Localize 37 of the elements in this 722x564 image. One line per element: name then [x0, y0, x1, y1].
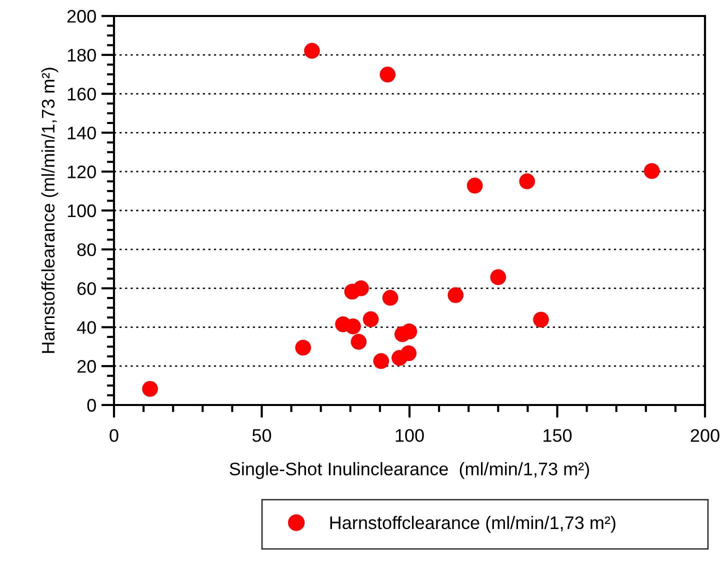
y-axis-title: Harnstoffclearance (ml/min/1,73 m²) [41, 68, 58, 353]
x-tick-label: 0 [110, 429, 118, 442]
x-tick-label: 50 [252, 429, 272, 442]
point [400, 345, 417, 362]
point [466, 178, 483, 194]
y-tick-label: 120 [68, 166, 96, 178]
point [490, 269, 506, 286]
point [519, 173, 536, 190]
point [362, 311, 379, 328]
y-tick-label: 140 [68, 126, 96, 140]
legend-label: Harnstoffclearance (ml/min/1,73 m²) [330, 516, 616, 533]
point [353, 280, 369, 296]
x-axis-title: Single-Shot Inulinclearance (ml/min/1,73 m²) [230, 462, 590, 479]
y-tick-label: 100 [68, 204, 96, 218]
y-tick-label: 40 [76, 321, 96, 334]
x-tick-label: 150 [544, 429, 572, 442]
point [142, 380, 158, 397]
point [350, 334, 367, 350]
y-tick-label: 0 [87, 398, 96, 412]
point [644, 163, 660, 179]
y-tick-label: 160 [68, 88, 96, 101]
point [533, 312, 549, 328]
point [345, 318, 361, 334]
y-tick-label: 80 [77, 243, 96, 256]
point [304, 42, 320, 59]
point [380, 66, 396, 82]
x-tick-label: 100 [396, 429, 424, 442]
y-tick-label: 180 [68, 48, 96, 62]
point [382, 290, 398, 306]
x-tick-label: 200 [690, 429, 720, 442]
y-tick-label: 20 [77, 360, 96, 373]
y-tick-label: 200 [67, 10, 96, 23]
point [295, 340, 312, 356]
point [448, 287, 464, 304]
y-tick-label: 60 [77, 282, 96, 296]
point [373, 353, 390, 369]
point [401, 324, 418, 340]
